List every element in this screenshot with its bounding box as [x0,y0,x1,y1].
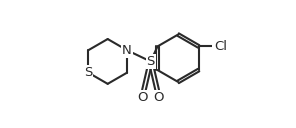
Text: O: O [154,91,164,104]
Text: S: S [147,55,155,68]
Text: O: O [137,91,147,104]
Text: Cl: Cl [215,40,228,53]
Text: S: S [84,66,92,79]
Text: N: N [122,44,132,57]
